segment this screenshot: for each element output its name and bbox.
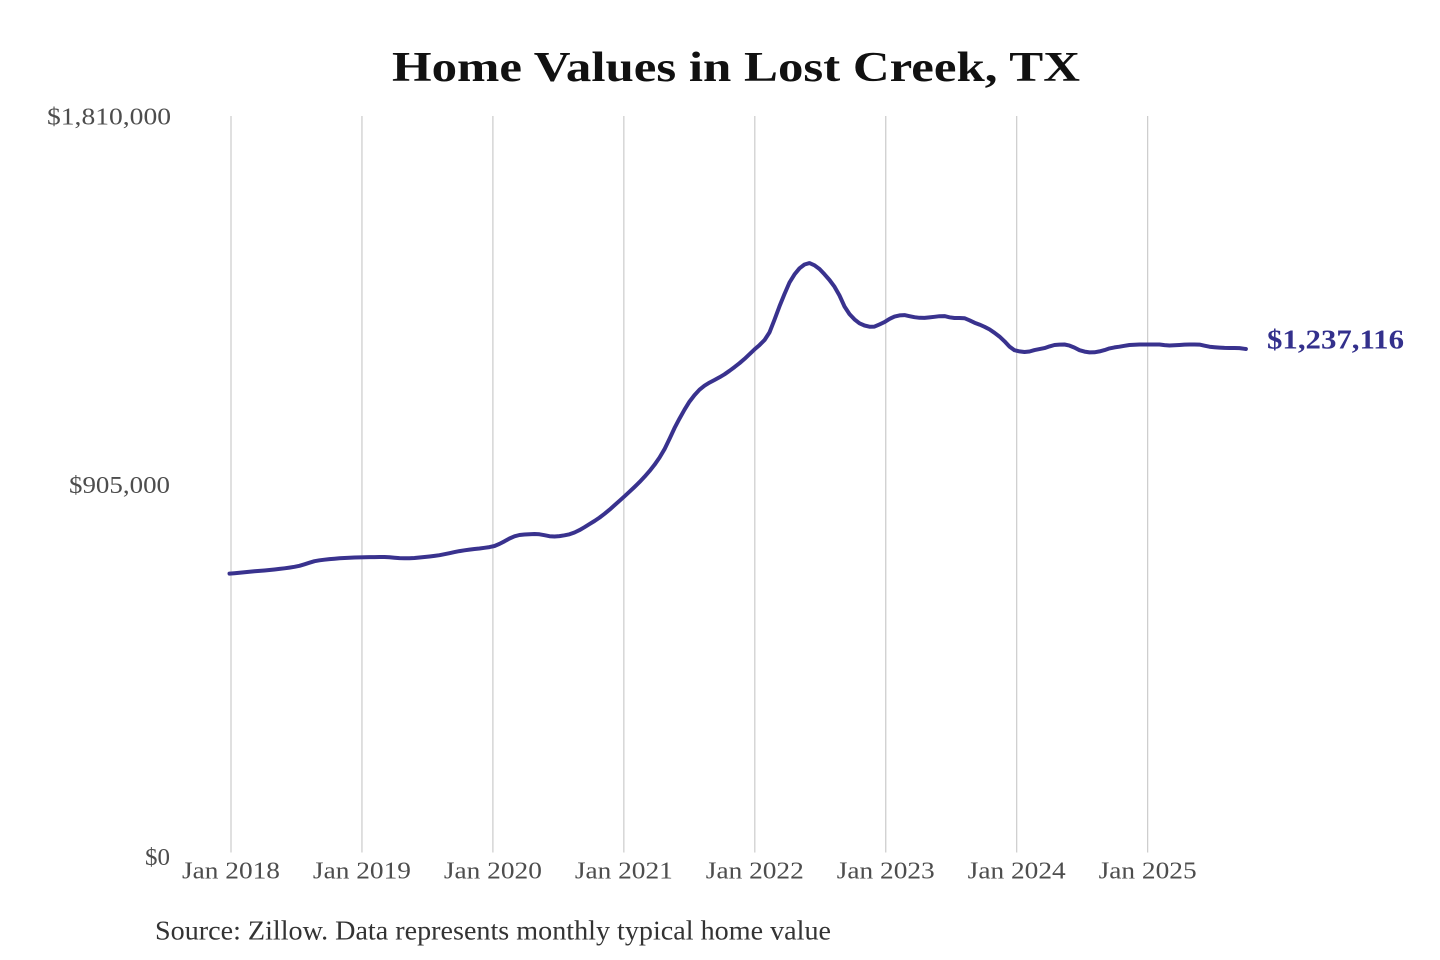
svg-text:Jan 2024: Jan 2024 — [968, 858, 1066, 885]
svg-text:Jan 2023: Jan 2023 — [837, 858, 935, 885]
svg-text:Jan 2019: Jan 2019 — [313, 858, 411, 885]
svg-text:Jan 2020: Jan 2020 — [444, 858, 542, 885]
svg-text:Source: Zillow. Data represent: Source: Zillow. Data represents monthly … — [155, 915, 831, 946]
svg-text:Jan 2025: Jan 2025 — [1099, 858, 1197, 885]
svg-text:Jan 2021: Jan 2021 — [575, 858, 673, 885]
svg-text:Jan 2018: Jan 2018 — [182, 858, 280, 885]
svg-text:Jan 2022: Jan 2022 — [706, 858, 804, 885]
svg-text:$0: $0 — [145, 844, 170, 871]
svg-text:Home Values in Lost Creek, TX: Home Values in Lost Creek, TX — [392, 45, 1080, 91]
svg-text:$1,237,116: $1,237,116 — [1267, 324, 1404, 355]
svg-text:$905,000: $905,000 — [69, 472, 170, 499]
svg-text:$1,810,000: $1,810,000 — [47, 104, 171, 131]
